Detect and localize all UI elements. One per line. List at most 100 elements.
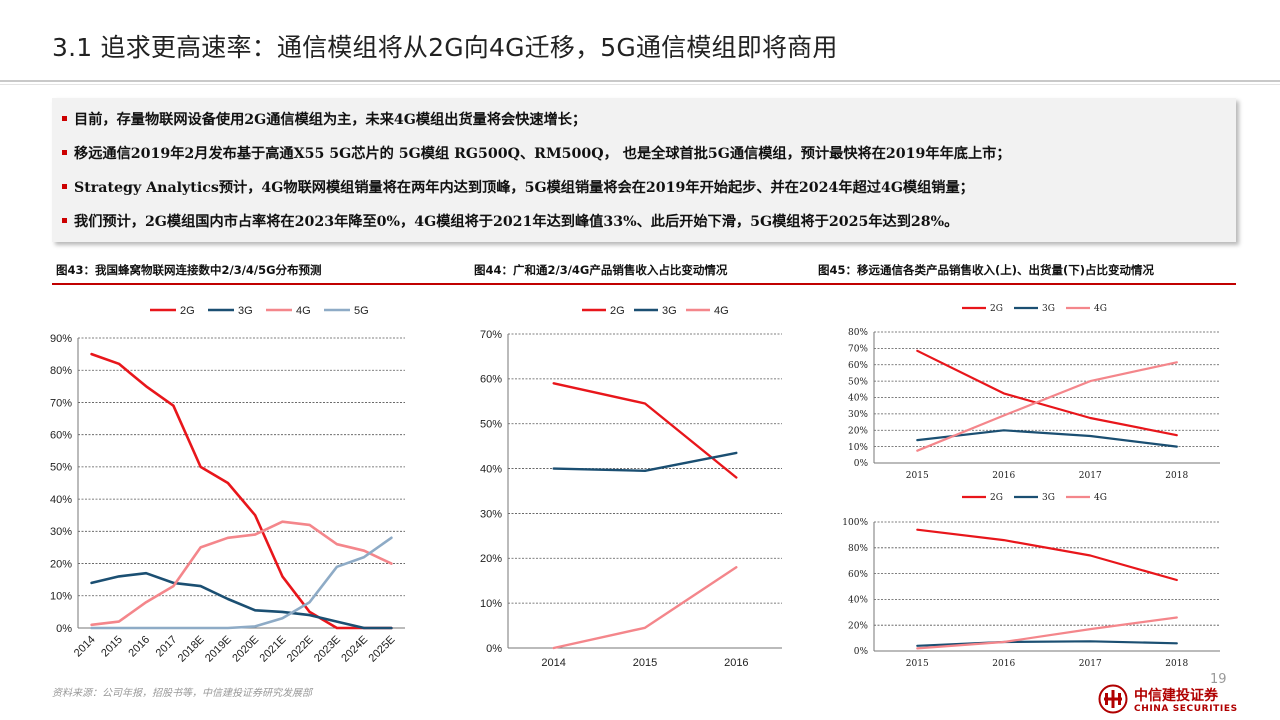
data-point-4G (200, 546, 202, 549)
data-point-5G (336, 566, 338, 568)
data-point-2G (1176, 434, 1178, 436)
series-line-3G (916, 640, 1178, 647)
data-point-2G (735, 476, 737, 479)
legend-label-2G: 2G (610, 305, 625, 317)
bullet-item-3: Strategy Analytics预计，4G物联网模组销量将在两年内达到顶峰，… (62, 174, 974, 202)
x-tick-label: 2016 (126, 634, 152, 660)
figure-divider (52, 283, 1236, 285)
data-point-5G (200, 627, 202, 629)
data-point-2G (1089, 417, 1091, 419)
data-point-3G (644, 470, 646, 472)
data-point-3G (336, 620, 338, 623)
y-tick-label: 20% (848, 621, 868, 631)
y-tick-label: 20% (50, 558, 72, 570)
data-point-3G (735, 452, 737, 454)
bullet-item-1: 目前，存量物联网设备使用2G通信模组为主，未来4G模组出货量将会快速增长； (62, 106, 586, 134)
x-tick-label: 2015 (633, 657, 657, 669)
x-tick-label: 2015 (906, 471, 929, 481)
data-point-5G (118, 627, 120, 629)
data-point-4G (390, 562, 392, 565)
chart-fig45-revenue: 0% 10% 20% 30% 40% 50% 60% 70% 80% 2015 2016 2017 20… (848, 304, 1220, 481)
y-tick-label: 30% (848, 410, 868, 420)
x-tick-label: 2025E (367, 634, 398, 665)
data-point-3G (254, 609, 256, 611)
y-tick-label: 20% (848, 426, 868, 436)
data-point-5G (309, 601, 311, 603)
bullet-text: 我们预计，2G模组国内市占率将在2023年降至0%，4G模组将于2021年达到峰… (74, 214, 959, 230)
y-tick-label: 60% (480, 374, 502, 386)
data-point-4G (553, 647, 555, 649)
data-point-4G (281, 521, 283, 523)
legend-label-2G: 2G (990, 493, 1003, 503)
x-tick-label: 2021E (258, 634, 289, 665)
series-line-2G (916, 528, 1178, 582)
y-tick-label: 10% (848, 443, 868, 453)
data-point-2G (336, 627, 338, 629)
data-point-5G (172, 627, 174, 629)
x-tick-label: 2020E (230, 634, 261, 665)
x-tick-label: 2023E (312, 634, 343, 665)
y-tick-label: 0% (56, 623, 72, 635)
data-point-4G (644, 627, 646, 629)
legend-label-2G: 2G (990, 304, 1003, 314)
data-point-4G (172, 585, 174, 587)
data-point-3G (916, 439, 918, 441)
y-tick-label: 70% (848, 345, 868, 355)
data-point-4G (1003, 641, 1005, 643)
y-tick-label: 80% (848, 544, 868, 554)
y-tick-label: 100% (842, 518, 868, 528)
series-line-3G (916, 429, 1178, 448)
data-point-2G (1003, 392, 1005, 395)
data-point-3G (145, 572, 147, 574)
data-point-4G (735, 566, 737, 568)
y-tick-label: 80% (50, 365, 72, 377)
y-tick-label: 10% (50, 591, 72, 603)
figure-title-44: 图44：广和通2/3/4G产品销售收入占比变动情况 (474, 263, 728, 277)
data-point-5G (363, 556, 365, 558)
data-point-3G (390, 627, 392, 629)
data-point-4G (336, 543, 338, 545)
data-point-4G (1089, 380, 1091, 382)
legend-label-3G: 3G (1042, 493, 1055, 503)
y-tick-label: 10% (480, 598, 502, 610)
data-point-4G (1176, 361, 1178, 363)
data-point-2G (1089, 554, 1091, 557)
data-point-3G (309, 614, 311, 616)
data-point-3G (172, 582, 174, 584)
data-point-3G (281, 611, 283, 613)
data-point-2G (145, 385, 147, 387)
series-line-4G (90, 520, 393, 627)
data-point-4G (309, 524, 311, 526)
data-point-4G (916, 647, 918, 650)
legend-label-5G: 5G (354, 305, 369, 317)
series-line-4G (916, 616, 1178, 650)
x-tick-label: 2017 (1079, 659, 1102, 669)
chart-fig45-shipment: 0% 20% 40% 60% 80% 100% 2015 2016 2017 2018 2G 3G 4G (842, 493, 1220, 669)
bullet-item-2: 移远通信2019年2月发布基于高通X55 5G芯片的 5G模组 RG500Q、R… (62, 140, 1011, 168)
data-point-4G (227, 537, 229, 539)
y-tick-label: 30% (480, 508, 502, 520)
data-point-2G (916, 529, 918, 531)
legend-label-3G: 3G (662, 305, 677, 317)
legend-label-2G: 2G (180, 305, 195, 317)
data-point-2G (309, 611, 311, 613)
y-tick-label: 0% (486, 643, 502, 655)
data-point-4G (145, 601, 147, 603)
legend-label-4G: 4G (1094, 304, 1107, 314)
data-point-2G (254, 514, 256, 516)
y-tick-label: 70% (480, 329, 502, 341)
data-point-3G (1176, 446, 1178, 448)
bullet-marker-icon (62, 184, 67, 189)
data-point-2G (172, 405, 174, 407)
figure-title-43: 图43：我国蜂窝物联网连接数中2/3/4/5G分布预测 (56, 263, 322, 277)
x-tick-label: 2016 (724, 657, 748, 669)
y-tick-label: 70% (50, 397, 72, 409)
data-point-2G (118, 363, 120, 365)
data-point-4G (1089, 628, 1091, 630)
legend-label-3G: 3G (1042, 304, 1055, 314)
data-point-2G (200, 466, 202, 468)
x-tick-label: 2015 (906, 659, 929, 669)
data-point-4G (1176, 616, 1178, 619)
y-tick-label: 50% (848, 377, 868, 387)
data-point-3G (1089, 435, 1091, 437)
